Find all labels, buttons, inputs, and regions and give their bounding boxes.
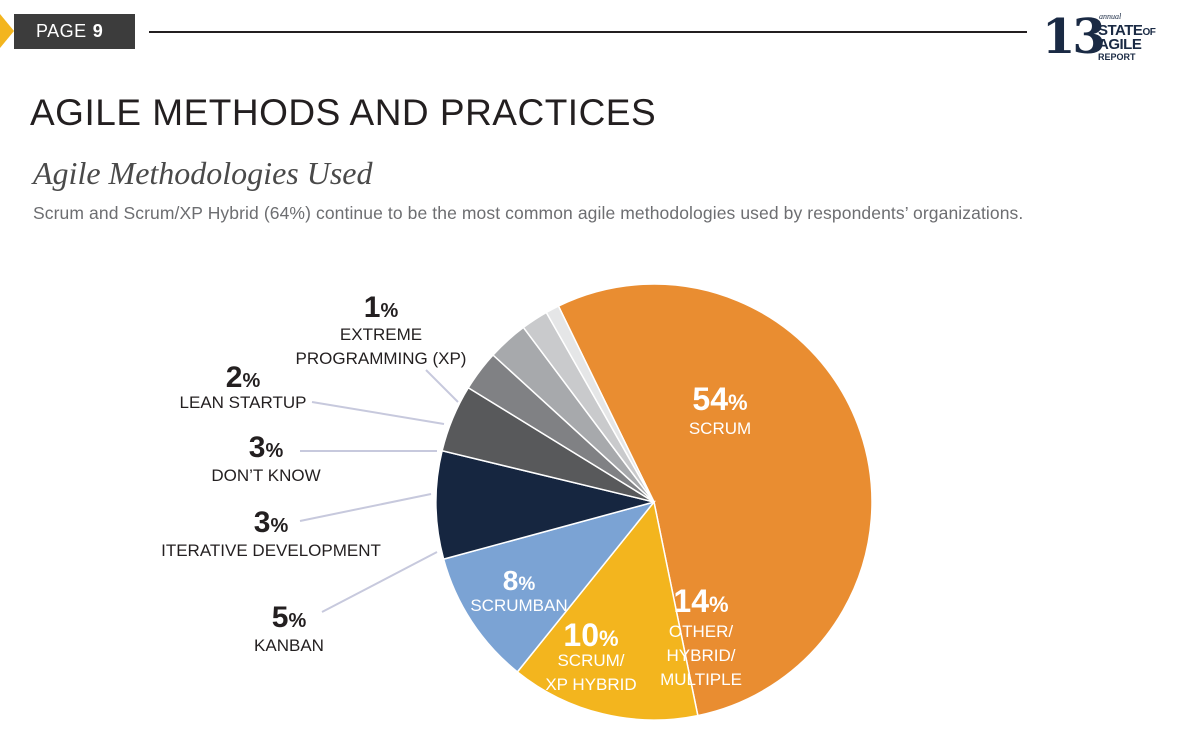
slice-label-other-hybrid-multiple-line-2: HYBRID/	[667, 646, 736, 665]
pie-slice-scrum	[557, 283, 873, 717]
page-number: 9	[92, 21, 104, 41]
header-rule	[149, 31, 1027, 33]
slice-label-lean-startup: LEAN STARTUP	[180, 393, 307, 412]
logo-annual: annual	[1099, 12, 1122, 21]
pie-slice-scrumban	[435, 449, 655, 561]
logo-line-1: STATEOF	[1098, 22, 1156, 39]
pie-slice-scrum-xp-hybrid	[442, 500, 657, 673]
slice-label-extreme-programming-xp-line-2: PROGRAMMING (XP)	[296, 349, 467, 368]
chart-subtitle: Agile Methodologies Used	[33, 155, 373, 191]
slice-value-scrumban: 8%	[503, 565, 536, 596]
page-flag-icon	[0, 14, 14, 48]
logo-line-3: REPORT	[1098, 52, 1136, 62]
logo-line-2: AGILE	[1098, 36, 1142, 53]
page-number-box: PAGE 9	[14, 14, 135, 49]
slice-label-other-hybrid-multiple-line-1: OTHER/	[669, 622, 734, 641]
slice-label-scrumban: SCRUMBAN	[470, 596, 567, 615]
section-title: AGILE METHODS AND PRACTICES	[30, 92, 657, 133]
page-indicator: PAGE 9	[0, 14, 135, 49]
leader-line-kanban	[321, 551, 438, 613]
slice-label-iterative-development: ITERATIVE DEVELOPMENT	[161, 541, 381, 560]
slice-value-kanban: 5%	[272, 601, 307, 634]
pie-slice-extreme-programming-xp	[545, 305, 655, 503]
slice-value-don-t-know: 3%	[249, 431, 284, 464]
slice-label-kanban: KANBAN	[254, 636, 324, 655]
pie-slice-other-hybrid-multiple	[516, 500, 699, 721]
slice-value-other-hybrid-multiple: 14%	[673, 583, 728, 619]
leader-line-lean-startup	[311, 401, 445, 425]
slice-label-extreme-programming-xp-line-1: EXTREME	[340, 325, 422, 344]
slice-label-don-t-know: DON’T KNOW	[211, 466, 320, 485]
logo-number: 13	[1042, 9, 1106, 65]
slice-value-scrum-xp-hybrid: 10%	[563, 617, 618, 653]
leader-line-extreme-programming-xp	[425, 369, 459, 403]
report-logo: 13 annual STATEOF AGILE REPORT	[1040, 8, 1180, 68]
slice-label-scrum: SCRUM	[689, 419, 751, 438]
slice-label-scrum-xp-hybrid-line-1: SCRUM/	[557, 651, 624, 670]
chart-description: Scrum and Scrum/XP Hybrid (64%) continue…	[33, 203, 1024, 223]
slice-value-scrum: 54%	[692, 381, 747, 417]
slice-label-scrum-xp-hybrid-line-2: XP HYBRID	[545, 675, 636, 694]
slice-label-other-hybrid-multiple-line-3: MULTIPLE	[660, 670, 742, 689]
page-label: PAGE	[36, 21, 87, 41]
slice-value-extreme-programming-xp: 1%	[364, 291, 399, 324]
slice-value-iterative-development: 3%	[254, 506, 289, 539]
slice-value-lean-startup: 2%	[226, 361, 261, 394]
leader-line-iterative-development	[299, 493, 432, 522]
